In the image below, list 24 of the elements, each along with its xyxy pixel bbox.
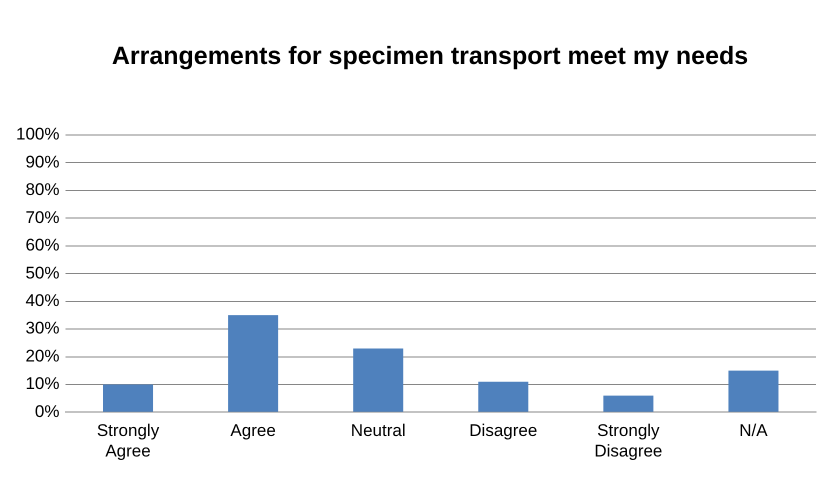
y-tick-label: 60% bbox=[25, 236, 60, 255]
x-tick-label: Neutral bbox=[350, 421, 406, 440]
bar bbox=[728, 370, 778, 412]
bar bbox=[353, 348, 404, 412]
chart-title: Arrangements for specimen transport meet my needs bbox=[110, 41, 750, 72]
y-tick-label: 50% bbox=[25, 263, 60, 282]
y-tick-label: 70% bbox=[25, 208, 60, 227]
bar bbox=[103, 384, 154, 412]
y-tick-label: 0% bbox=[34, 402, 60, 421]
x-tick-label: N/A bbox=[739, 421, 768, 440]
y-tick-label: 10% bbox=[25, 374, 60, 394]
x-tick-label: Strongly Agree bbox=[96, 421, 160, 460]
x-tick-label: Strongly Disagree bbox=[594, 421, 662, 460]
y-tick-label: 30% bbox=[25, 318, 60, 338]
x-tick-label: Agree bbox=[230, 421, 276, 440]
bar bbox=[603, 396, 654, 412]
y-tick-label: 80% bbox=[25, 180, 60, 200]
bar bbox=[478, 382, 528, 412]
y-tick-label: 100% bbox=[16, 124, 60, 144]
bar bbox=[228, 315, 278, 412]
y-tick-label: 40% bbox=[25, 291, 60, 310]
y-tick-label: 20% bbox=[25, 346, 60, 366]
x-tick-label: Disagree bbox=[469, 421, 538, 440]
y-tick-label: 90% bbox=[25, 152, 60, 172]
